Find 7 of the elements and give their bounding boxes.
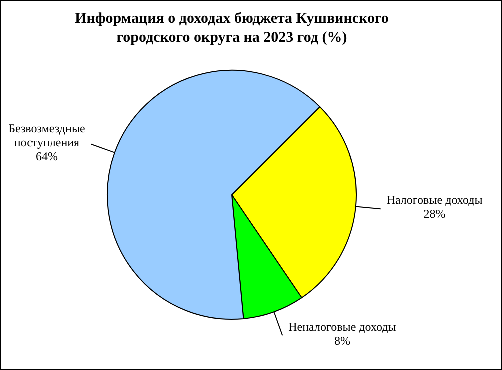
- data-label: 8%: [334, 334, 350, 348]
- slice-label: Безвозмездные поступления: [8, 122, 86, 150]
- chart-title: Информация о доходах бюджета Кушвинского городского округа на 2023 год (%): [74, 10, 390, 48]
- data-label: 28%: [424, 207, 446, 222]
- slice-label: Неналоговые доходы: [288, 320, 396, 334]
- data-label: 64%: [36, 150, 58, 164]
- slice-label: Налоговые доходы: [386, 193, 483, 208]
